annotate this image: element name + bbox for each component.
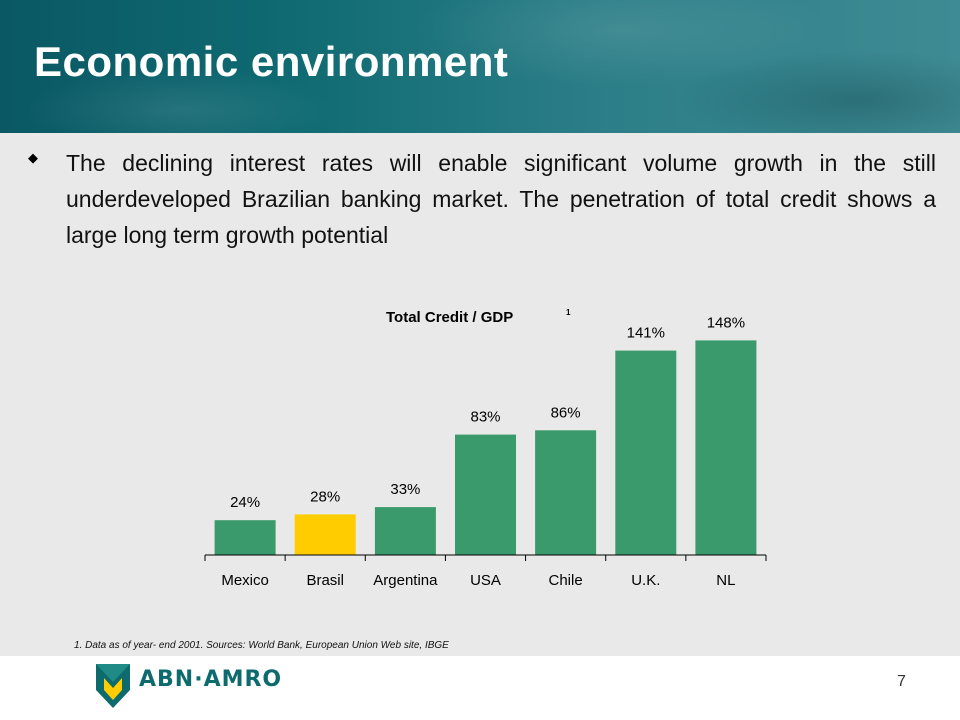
x-axis-ticks [204,555,767,561]
value-label: 83% [470,409,500,426]
bar-mexico [214,520,276,555]
value-label: 28% [310,488,340,505]
footnote: 1. Data as of year- end 2001. Sources: W… [74,640,449,651]
bar-brasil [294,514,356,555]
category-label: U.K. [631,572,660,589]
category-label: Mexico [221,572,269,589]
category-label: USA [470,572,501,589]
value-labels-group: 24% 28% 33% 83% 86% 141% 148% [230,314,745,511]
bar-argentina [374,507,436,555]
value-label: 141% [627,325,665,342]
category-label: Chile [549,572,583,589]
value-label: 148% [707,314,745,331]
bar-u-k- [615,350,677,555]
bullet-text: The declining interest rates will enable… [66,150,936,248]
diamond-bullet-icon: ◆ [28,150,38,165]
chart-title-superscript: 1 [566,308,571,317]
footer: ABN·AMRO 7 [0,656,960,720]
value-label: 24% [230,494,260,511]
page-title: Economic environment [34,38,509,85]
content-panel: ◆ The declining interest rates will enab… [0,133,960,656]
bars-group [214,340,757,555]
chart-title: Total Credit / GDP [386,309,513,326]
page-number: 7 [897,673,906,690]
credit-gdp-chart: Total Credit / GDP 1 24% 28% 33% 83% 86% 141%… [204,308,767,589]
bar-nl [695,340,757,555]
category-label: Brasil [306,572,344,589]
logo-wordmark: ABN·AMRO [139,667,283,692]
abn-amro-shield-icon [96,664,130,708]
category-label: NL [716,572,735,589]
value-label: 33% [390,481,420,498]
bar-usa [455,434,516,555]
bar-chile [535,430,597,555]
header-banner: Economic environment [0,0,960,133]
category-label: Argentina [373,572,438,589]
chart-title-group: Total Credit / GDP 1 [386,308,571,326]
category-labels-group: Mexico Brasil Argentina USA Chile U.K. NL [221,572,735,589]
value-label: 86% [551,404,581,421]
